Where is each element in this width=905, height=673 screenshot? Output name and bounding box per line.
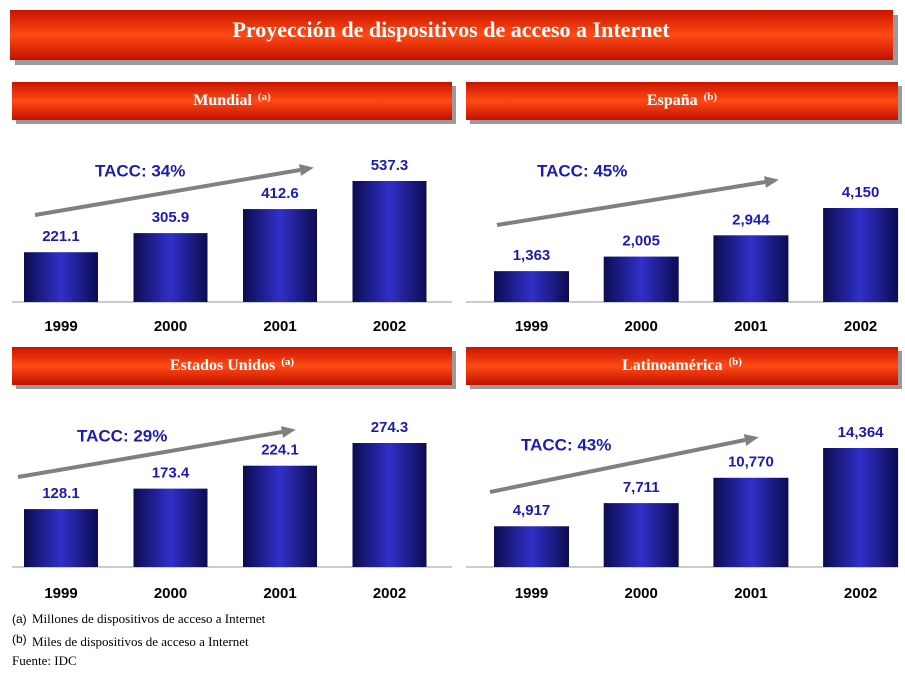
- bar: [494, 526, 569, 567]
- panel-title-note: (b): [704, 91, 718, 103]
- category-label: 2000: [154, 585, 187, 602]
- category-label: 2001: [263, 318, 296, 335]
- value-label: 537.3: [371, 157, 409, 174]
- footnote-marker: (a): [12, 612, 27, 626]
- bar: [494, 271, 569, 302]
- source: Fuente: IDC: [12, 653, 77, 668]
- category-label: 2002: [373, 585, 406, 602]
- value-label: 14,364: [838, 424, 885, 441]
- trend-arrowhead: [280, 426, 296, 438]
- value-label: 2,005: [622, 233, 660, 250]
- title-banner: [10, 10, 893, 60]
- bar: [24, 252, 98, 302]
- trend-arrowhead: [743, 434, 759, 446]
- panel-header: [12, 82, 452, 120]
- category-label: 2000: [154, 318, 187, 335]
- bar: [823, 208, 899, 302]
- category-label: 2000: [625, 318, 658, 335]
- annotation: TACC: 29%: [77, 426, 167, 445]
- category-label: 2001: [263, 585, 296, 602]
- bar: [603, 256, 679, 302]
- panel-title-note: (a): [281, 356, 294, 368]
- panel-header: [466, 82, 898, 120]
- category-label: 1999: [44, 585, 77, 602]
- category-label: 2001: [734, 318, 767, 335]
- value-label: 4,150: [842, 184, 880, 201]
- value-label: 10,770: [728, 454, 774, 471]
- category-label: 2000: [625, 585, 658, 602]
- bar: [823, 448, 899, 567]
- value-label: 1,363: [513, 247, 551, 264]
- trend-arrow: [34, 168, 301, 217]
- panel-title: Estados Unidos (a): [170, 356, 295, 374]
- value-label: 412.6: [261, 185, 299, 202]
- value-label: 305.9: [152, 209, 190, 226]
- panel-title: Latinoamérica (b): [622, 356, 742, 374]
- footnote: Miles de dispositivos de acceso a Intern…: [32, 634, 249, 649]
- annotation: TACC: 43%: [521, 435, 611, 454]
- panel-title: España (b): [647, 91, 717, 109]
- trend-arrowhead: [298, 164, 314, 176]
- panel-header: [12, 347, 452, 385]
- value-label: 128.1: [42, 485, 80, 502]
- panel-title-note: (a): [258, 91, 271, 103]
- trend-arrow: [489, 438, 746, 494]
- panel-title-text: España: [647, 92, 698, 109]
- category-label: 2001: [734, 585, 767, 602]
- trend-arrowhead: [764, 176, 779, 188]
- category-label: 1999: [515, 585, 548, 602]
- value-label: 7,711: [623, 479, 660, 496]
- panel-title: Mundial (a): [193, 91, 271, 109]
- trend-arrow: [17, 430, 283, 479]
- bar: [713, 235, 789, 302]
- category-label: 2002: [844, 318, 877, 335]
- panel-title-text: Latinoamérica: [622, 357, 722, 374]
- value-label: 274.3: [371, 419, 409, 436]
- annotation: TACC: 34%: [95, 161, 185, 180]
- slide-title: Proyección de dispositivos de acceso a I…: [232, 17, 670, 42]
- bar: [133, 488, 208, 567]
- trend-arrow: [496, 180, 766, 227]
- value-label: 4,917: [513, 502, 551, 519]
- bar: [243, 465, 317, 567]
- bar: [24, 509, 98, 567]
- footnote: Millones de dispositivos de acceso a Int…: [32, 611, 266, 626]
- panel-title-note: (b): [728, 356, 742, 368]
- bar: [133, 233, 208, 302]
- panel-header: [466, 347, 898, 385]
- category-label: 2002: [373, 318, 406, 335]
- annotation: TACC: 45%: [537, 161, 627, 180]
- value-label: 224.1: [261, 442, 299, 459]
- category-label: 2002: [844, 585, 877, 602]
- footnote-marker: (b): [12, 632, 27, 646]
- value-label: 173.4: [152, 465, 190, 482]
- bar: [603, 503, 679, 567]
- value-label: 2,944: [732, 211, 770, 228]
- category-label: 1999: [44, 318, 77, 335]
- bar: [243, 209, 317, 302]
- panel-title-text: Mundial: [193, 92, 252, 109]
- bar: [352, 443, 427, 567]
- bar: [352, 181, 427, 302]
- value-label: 221.1: [42, 228, 80, 245]
- panel-title-text: Estados Unidos: [170, 357, 275, 374]
- category-label: 1999: [515, 318, 548, 335]
- bar: [713, 477, 789, 567]
